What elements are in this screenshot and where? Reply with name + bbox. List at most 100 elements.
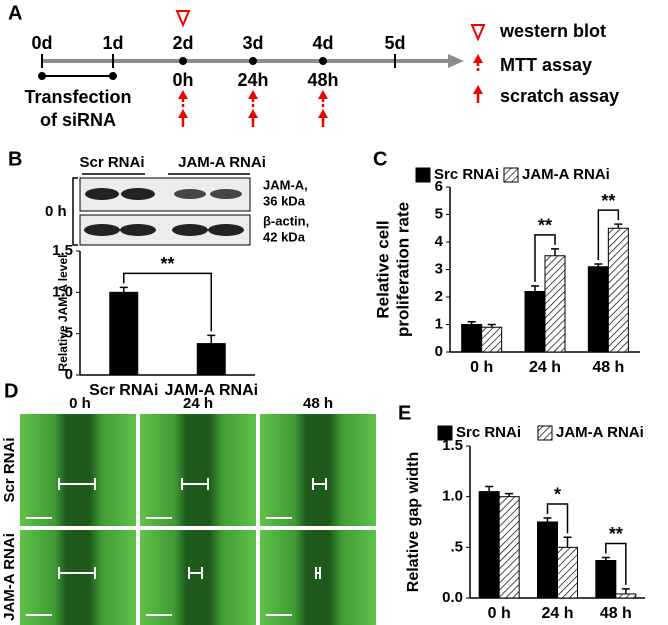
day-label: 4d [312, 33, 333, 53]
significance-label: ** [538, 216, 552, 236]
legend-label: Src RNAi [456, 424, 521, 441]
x-tick-label: Scr RNAi [89, 382, 158, 399]
blot-bands [84, 188, 244, 236]
band-label: 36 kDa [263, 193, 306, 208]
panel-label: E [398, 402, 411, 424]
timepoint [319, 57, 327, 65]
arrow-head [473, 54, 483, 63]
y-tick-label: 3 [435, 260, 443, 277]
bar [109, 291, 139, 376]
panel-label: B [8, 148, 22, 170]
bar [587, 266, 609, 353]
significance-label: ** [601, 191, 615, 211]
bar [607, 227, 629, 353]
timepoint [249, 57, 257, 65]
legend-swatch [437, 425, 453, 441]
band-label: β-actin, [263, 213, 309, 228]
transfection-dot [38, 72, 46, 80]
error-bar [485, 485, 494, 492]
blot-group: Scr RNAi [79, 154, 144, 171]
error-bar [594, 263, 603, 267]
x-tick-label: 0 h [488, 605, 511, 622]
y-tick-label: 1.0 [52, 283, 73, 300]
gap-markers [58, 478, 327, 579]
transfection-label: Transfection [24, 87, 131, 107]
column-label: 0 h [69, 395, 91, 412]
significance-bracket [546, 503, 569, 534]
panel-label: D [4, 380, 18, 402]
error-bar [119, 286, 128, 293]
arrow-head [248, 109, 258, 118]
significance-label: ** [160, 254, 174, 274]
significance-label: * [554, 485, 561, 505]
arrow-head [318, 90, 328, 99]
legend-label: western blot [499, 21, 606, 41]
legend-label: Src RNAi [434, 166, 499, 183]
hour-label: 48h [307, 70, 338, 90]
hour-label: 24h [237, 70, 268, 90]
panel-label: A [8, 2, 22, 24]
bar [478, 491, 500, 599]
y-tick-label: 1.5 [442, 437, 463, 454]
day-label: 2d [172, 33, 193, 53]
error-bar [487, 323, 496, 328]
significance-bracket [534, 234, 556, 282]
y-tick-label: 2 [435, 288, 443, 305]
bar [461, 324, 483, 353]
legend-label: MTT assay [500, 55, 592, 75]
arrow-head [178, 90, 188, 99]
column-label: 24 h [183, 395, 213, 412]
error-bar [543, 517, 552, 522]
legend-swatch [415, 167, 431, 183]
x-tick-label: 24 h [541, 605, 573, 622]
band-label: JAM-A, [263, 177, 308, 192]
column-label: 48 h [303, 395, 333, 412]
error-bar [467, 321, 476, 325]
panel-label: C [373, 148, 387, 170]
y-tick-label: 4 [435, 233, 444, 250]
bar [615, 593, 637, 599]
x-tick-label: 48 h [600, 605, 632, 622]
day-ticks [41, 54, 396, 68]
error-bar [601, 556, 610, 561]
day-label: 3d [242, 33, 263, 53]
legend-label: JAM-A RNAi [522, 166, 610, 183]
error-bar [531, 285, 539, 292]
y-tick-label: 1.5 [52, 242, 73, 259]
arrow-head [318, 109, 328, 118]
significance-bracket [605, 542, 627, 585]
bar [196, 343, 226, 376]
row-label: JAM-A RNAi [1, 533, 18, 621]
legend-label: scratch assay [500, 86, 619, 106]
western-blot-marker [175, 10, 191, 28]
timeline-arrow [448, 54, 464, 68]
hour-label: 0h [172, 70, 193, 90]
legend-swatch [503, 167, 519, 183]
blot-bracket [72, 177, 78, 246]
y-tick-label: 5 [435, 205, 443, 222]
bar [595, 560, 617, 599]
arrow-head [473, 85, 483, 94]
error-bar [563, 536, 572, 548]
error-bar [505, 492, 514, 497]
bar [557, 546, 578, 599]
bar [481, 326, 503, 353]
y-axis-title: Relative gap width [405, 452, 422, 592]
x-tick-label: 48 h [592, 359, 624, 376]
significance-bracket [597, 209, 620, 260]
row-label: Scr RNAi [1, 437, 18, 502]
y-tick-label: 0 [435, 343, 443, 360]
error-bar [621, 588, 630, 594]
bar [537, 521, 558, 599]
significance-bracket [123, 272, 212, 332]
error-bar [551, 248, 559, 256]
y-tick-label: 0.0 [442, 589, 463, 606]
significance-label: ** [609, 524, 623, 544]
y-axis-title: proliferation rate [393, 202, 412, 337]
transfection-dot [109, 72, 117, 80]
band-label: 42 kDa [263, 229, 306, 244]
y-tick-label: 1 [435, 315, 443, 332]
error-bar [207, 334, 216, 344]
scale-bars [26, 517, 292, 616]
